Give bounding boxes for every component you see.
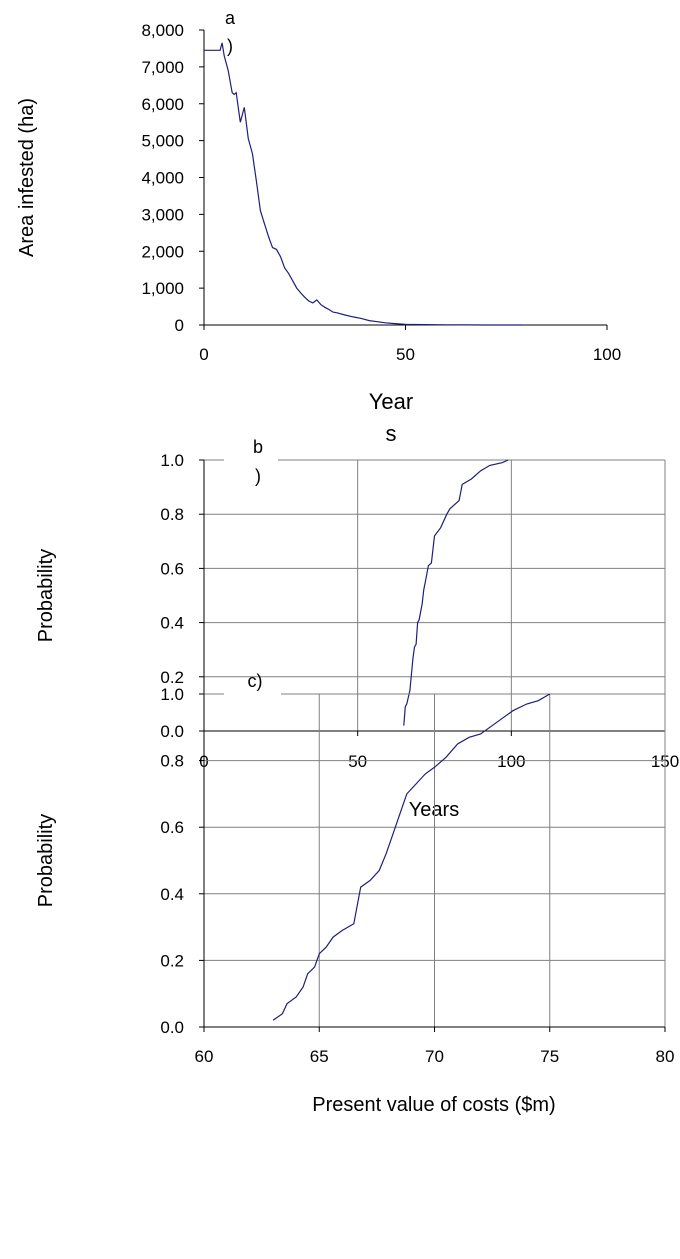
panel-b-label: b [253,437,263,457]
panel-a-y-tick-label: 3,000 [141,205,184,224]
panel-c-x-tick-label: 70 [425,1047,444,1066]
panel-b-label: ) [255,466,261,486]
panel-a-label: ) [227,36,233,56]
panel-b-series-line [403,459,509,726]
panel-a-y-tick-label: 7,000 [141,58,184,77]
panel-a-label: a [225,8,236,28]
panel-c-x-tick-label: 60 [195,1047,214,1066]
panel-a-chart: 0 1,000 2,000 3,000 4,000 5,000 6,000 7,000 8,00… [16,8,621,446]
panel-c-y-axis-title: Probability [35,814,57,907]
panel-c-chart: 0.0 0.2 0.4 0.6 0.8 1.0 60 65 70 75 80 Present valu… [35,671,674,1116]
panel-b-y-tick-label: 0.6 [160,559,184,578]
panel-b-y-tick-label: 0.0 [160,722,184,741]
panel-a-y-tick-label: 5,000 [141,132,184,151]
panel-b-y-tick-label: 0.2 [160,668,184,687]
panel-a-x-axis-title: Year [369,389,413,414]
panel-b-x-tick-label: 100 [497,752,525,771]
panel-c-y-tick-label: 0.6 [160,818,184,837]
panel-a-x-tick-label: 0 [199,345,208,364]
panel-a-y-tick-label: 0 [175,316,184,335]
panel-a-y-tick-label: 1,000 [141,279,184,298]
panel-a-series-line [204,42,523,326]
panel-b-y-tick-label: 0.8 [160,505,184,524]
panel-c-label: c) [248,671,263,691]
panel-b-y-tick-label: 1.0 [160,451,184,470]
panel-b-y-tick-label: 0.4 [160,614,184,633]
panel-c-y-tick-label: 1.0 [160,685,184,704]
panel-c-x-axis-title: Present value of costs ($m) [312,1094,555,1116]
panel-a-y-tick-label: 6,000 [141,95,184,114]
panel-a-x-tick-label: 50 [396,345,415,364]
panel-a-x-tick-label: 100 [593,345,621,364]
panel-a-y-tick-label: 4,000 [141,169,184,188]
panel-a-y-tick-label: 8,000 [141,21,184,40]
panel-b-chart: 0.00.20.40.60.81.00 50 100 150YearsProbabil… [35,437,679,821]
panel-c-y-tick-label: 0.0 [160,1018,184,1037]
panel-a-y-axis-title: Area infested (ha) [16,98,38,257]
panel-c-x-tick-label: 80 [656,1047,675,1066]
panel-c-y-tick-label: 0.8 [160,752,184,771]
panel-c-y-tick-label: 0.2 [160,951,184,970]
panel-c-series-line [272,693,551,1021]
panel-c-x-tick-label: 65 [310,1047,329,1066]
panel-a-y-tick-label: 2,000 [141,242,184,261]
panel-b-y-axis-title: Probability [35,549,57,642]
panel-b-x-tick-label: 50 [348,752,367,771]
panel-c-y-tick-label: 0.4 [160,885,184,904]
panel-a-x-axis-title: s [386,421,397,446]
panel-c-x-tick-label: 75 [540,1047,559,1066]
